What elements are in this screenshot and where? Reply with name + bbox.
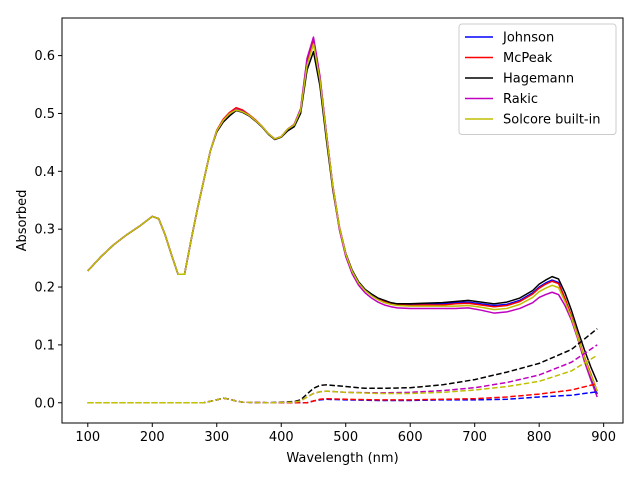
- x-tick-label: 100: [75, 430, 100, 445]
- y-tick-label: 0.5: [34, 107, 55, 122]
- series-line-dashed-8: [87, 344, 598, 404]
- y-axis: 0.0 0.1 0.2 0.3 0.4 0.5 0.6: [34, 49, 62, 411]
- x-tick-label: 900: [591, 430, 616, 445]
- series-layer: [87, 36, 598, 404]
- y-tick-label: 0.0: [34, 396, 55, 411]
- legend-label: Johnson: [502, 31, 554, 46]
- x-tick-label: 400: [269, 430, 294, 445]
- legend-label: Solcore built-in: [503, 113, 600, 128]
- y-tick-label: 0.2: [34, 281, 55, 296]
- y-tick-label: 0.3: [34, 223, 55, 238]
- y-tick-label: 0.1: [34, 338, 55, 353]
- y-tick-label: 0.4: [34, 165, 55, 180]
- legend-box: [458, 23, 617, 135]
- legend-label: McPeak: [503, 51, 553, 66]
- x-tick-label: 500: [333, 430, 358, 445]
- x-tick-label: 200: [140, 430, 165, 445]
- legend-label: Rakic: [503, 92, 538, 107]
- series-line-dashed-5: [87, 391, 598, 404]
- x-tick-label: 800: [527, 430, 552, 445]
- x-axis: 100 200 300 400 500 600 700 800 900: [75, 423, 616, 445]
- legend-label: Hagemann: [503, 72, 574, 87]
- x-tick-label: 600: [398, 430, 423, 445]
- plot-frame: [61, 17, 624, 424]
- x-axis-title: Wavelength (nm): [286, 451, 398, 466]
- x-tick-label: 300: [204, 430, 229, 445]
- series-line-dashed-9: [87, 354, 598, 404]
- legend: Johnson McPeak Hagemann Rakic Solcore built-…: [458, 23, 617, 135]
- y-tick-label: 0.6: [34, 49, 55, 64]
- series-line-solid-4: [87, 43, 598, 392]
- x-tick-label: 700: [462, 430, 487, 445]
- y-axis-title: Absorbed: [15, 190, 30, 252]
